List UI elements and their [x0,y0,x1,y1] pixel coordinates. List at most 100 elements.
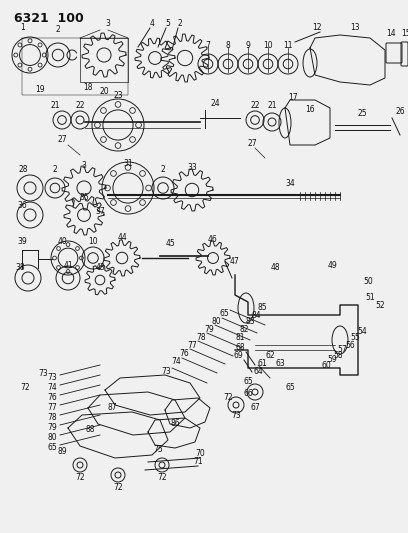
Text: 22: 22 [75,101,85,109]
Text: 26: 26 [395,108,405,117]
Text: 65: 65 [285,384,295,392]
Text: 86: 86 [170,419,180,429]
Text: 75: 75 [153,446,163,455]
Text: 66: 66 [243,389,253,398]
Text: 37: 37 [95,207,105,216]
Text: 82: 82 [239,326,249,335]
Text: 85: 85 [257,303,267,312]
Text: 67: 67 [250,403,260,413]
Text: 27: 27 [57,135,67,144]
Text: 17: 17 [288,93,298,101]
Text: 2: 2 [177,20,182,28]
Text: 65: 65 [47,443,57,453]
Text: 25: 25 [357,109,367,117]
Text: 73: 73 [47,374,57,383]
Text: 7: 7 [206,41,211,50]
Text: 65: 65 [243,377,253,386]
Text: 48: 48 [270,263,280,272]
Text: 87: 87 [107,403,117,413]
Text: 34: 34 [285,179,295,188]
Text: 88: 88 [85,425,95,434]
Text: 69: 69 [233,351,243,360]
Text: 19: 19 [35,85,45,94]
Text: 72: 72 [20,384,30,392]
Text: 21: 21 [267,101,277,109]
Text: 10: 10 [88,237,98,246]
Text: 68: 68 [235,343,245,351]
Text: 57: 57 [337,345,347,354]
Text: 73: 73 [38,368,48,377]
Text: 16: 16 [305,106,315,115]
Text: 41: 41 [63,261,73,270]
Text: 18: 18 [83,83,93,92]
Text: 4: 4 [150,20,155,28]
Text: 45: 45 [165,238,175,247]
Text: 44: 44 [117,233,127,243]
Text: 2: 2 [53,166,58,174]
Text: 10: 10 [263,41,273,50]
Text: 2: 2 [55,26,60,35]
Text: 52: 52 [375,301,385,310]
Text: 64: 64 [253,367,263,376]
Text: 47: 47 [229,257,239,266]
Text: 80: 80 [47,433,57,442]
Text: 62: 62 [265,351,275,359]
Text: 72: 72 [75,472,85,481]
Text: 80: 80 [211,318,221,327]
Text: 72: 72 [113,482,123,491]
Text: 58: 58 [333,351,343,359]
Text: 33: 33 [187,164,197,173]
Text: 81: 81 [235,334,245,343]
Text: 74: 74 [171,358,181,367]
Text: 63: 63 [275,359,285,367]
Text: 65: 65 [219,310,229,319]
Text: 39: 39 [17,238,27,246]
Text: 1: 1 [21,23,25,33]
Text: 78: 78 [196,333,206,342]
Text: 6321  100: 6321 100 [14,12,84,25]
Text: 55: 55 [350,334,360,343]
Text: 56: 56 [345,341,355,350]
Text: 13: 13 [350,23,360,33]
Text: 84: 84 [251,311,261,319]
Text: 3: 3 [82,160,86,169]
Text: 27: 27 [247,139,257,148]
Text: 72: 72 [157,472,167,481]
Text: 23: 23 [113,92,123,101]
Text: 79: 79 [204,325,214,334]
Text: 70: 70 [195,448,205,457]
Text: 8: 8 [226,41,231,50]
Text: 77: 77 [47,403,57,413]
Text: 5: 5 [166,20,171,28]
Text: 72: 72 [223,393,233,402]
Text: 21: 21 [50,101,60,109]
Text: 22: 22 [250,101,260,109]
Text: 76: 76 [179,349,189,358]
Text: 50: 50 [363,278,373,287]
Text: 71: 71 [193,457,203,466]
Text: 35: 35 [79,193,89,203]
Text: 40: 40 [57,237,67,246]
Text: 31: 31 [123,158,133,167]
Text: 28: 28 [18,166,28,174]
Text: 24: 24 [210,100,220,109]
Text: 54: 54 [357,327,367,336]
Text: 20: 20 [99,87,109,96]
Text: 12: 12 [312,23,322,33]
Text: 11: 11 [283,41,293,50]
Text: 59: 59 [327,356,337,365]
Text: 76: 76 [47,393,57,402]
Text: 77: 77 [187,341,197,350]
Text: 49: 49 [327,261,337,270]
Text: 46: 46 [208,236,218,245]
Text: 3: 3 [106,19,111,28]
Text: 14: 14 [386,29,396,38]
Text: 73: 73 [161,367,171,376]
Text: 15: 15 [401,28,408,37]
Text: 51: 51 [365,294,375,303]
Text: 74: 74 [47,384,57,392]
Text: 36: 36 [17,200,27,209]
Text: 38: 38 [15,262,25,271]
Text: 79: 79 [47,424,57,432]
Text: 2: 2 [161,166,165,174]
